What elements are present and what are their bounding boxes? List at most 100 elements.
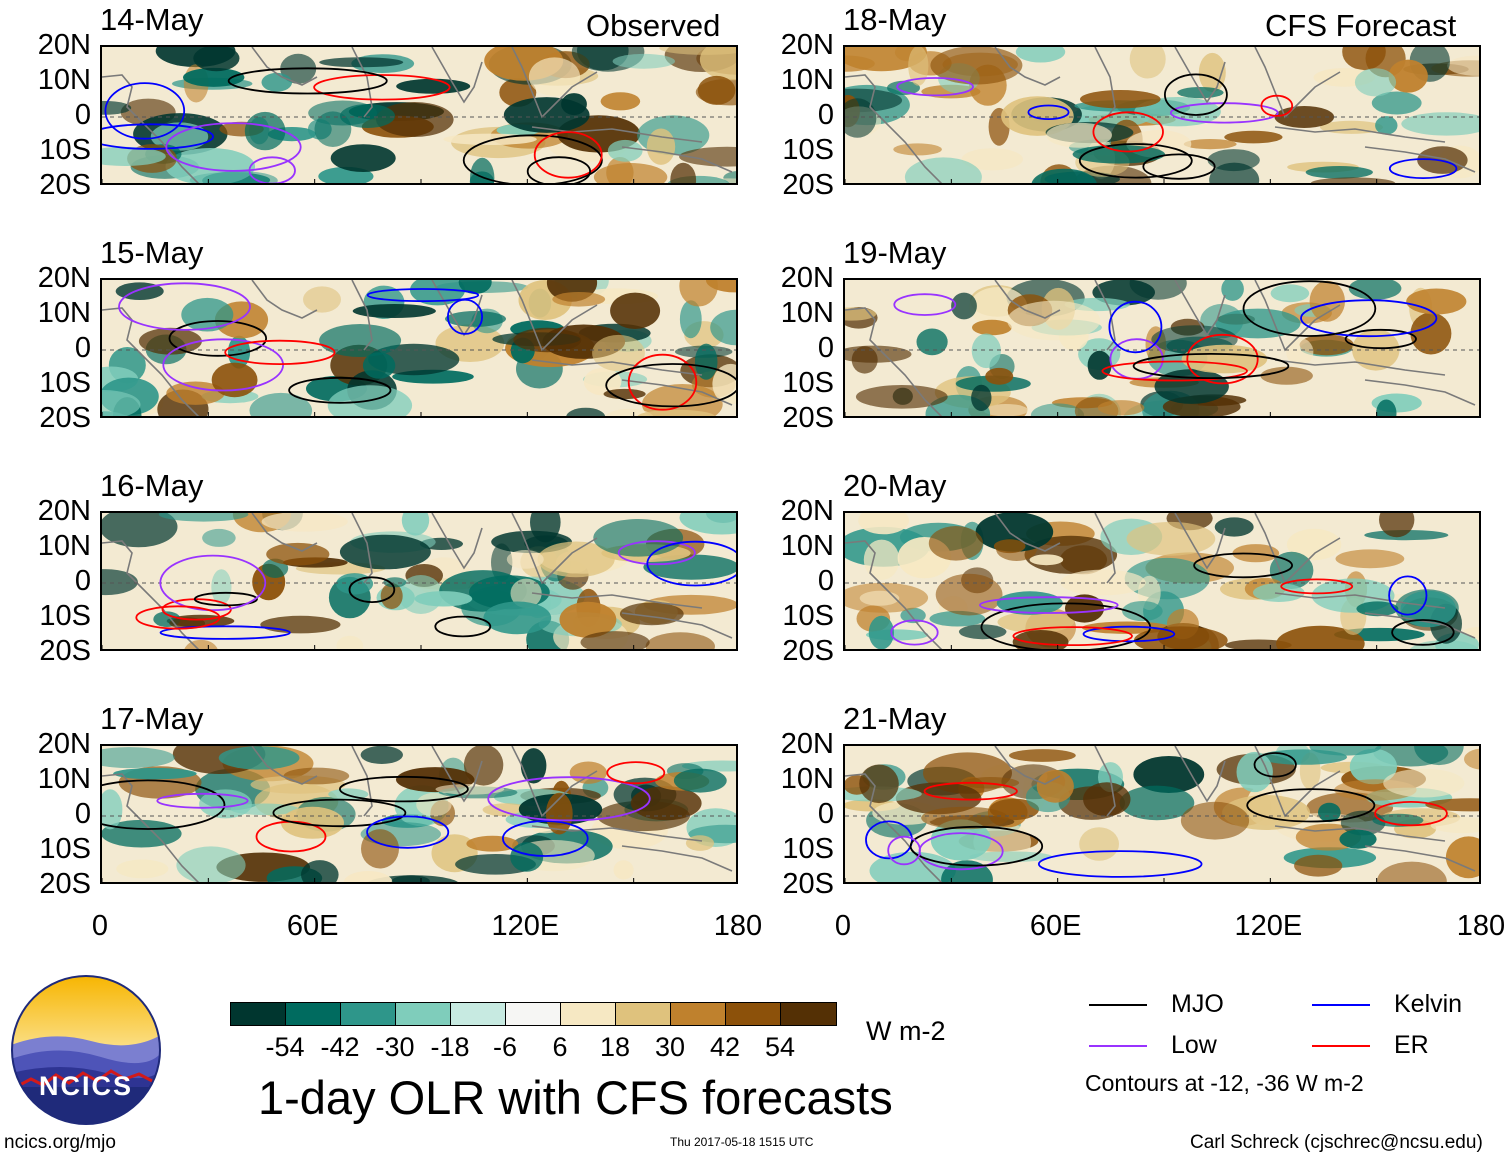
latitude-label: 0 bbox=[74, 99, 91, 131]
low-contour bbox=[890, 619, 939, 646]
colorbar-tick-label: -6 bbox=[492, 1032, 518, 1062]
kelvin-contour bbox=[159, 625, 291, 640]
footer-url[interactable]: ncics.org/mjo bbox=[4, 1132, 116, 1153]
longitude-label: 0 bbox=[834, 910, 852, 942]
latitude-label: 10S bbox=[782, 833, 834, 865]
latitude-label: 10N bbox=[780, 297, 834, 329]
mjo-contour bbox=[1253, 752, 1297, 778]
footer-credit: Carl Schreck (cjschrec@ncsu.edu) bbox=[1190, 1132, 1483, 1153]
latitude-label: 10S bbox=[39, 367, 91, 399]
legend-label-low: Low bbox=[1171, 1031, 1217, 1059]
colorbar-swatch bbox=[671, 1003, 726, 1025]
mjo-contour bbox=[1391, 619, 1455, 646]
colorbar-swatch bbox=[561, 1003, 616, 1025]
latitude-label: 0 bbox=[74, 798, 91, 830]
kelvin-contour bbox=[1300, 299, 1438, 338]
latitude-label: 20N bbox=[37, 262, 91, 294]
er-contour bbox=[1280, 578, 1354, 595]
mjo-contour bbox=[1163, 73, 1228, 116]
latitude-label: 10N bbox=[780, 530, 834, 562]
latitude-label: 20N bbox=[37, 29, 91, 61]
latitude-label: 10S bbox=[39, 600, 91, 632]
er-contour bbox=[1101, 360, 1248, 382]
olr-anomaly-field bbox=[102, 746, 736, 882]
legend-line-er bbox=[1312, 1044, 1370, 1047]
mjo-contour bbox=[909, 825, 1044, 867]
latitude-label: 10N bbox=[780, 64, 834, 96]
latitude-label: 10S bbox=[39, 134, 91, 166]
mjo-contour bbox=[1344, 328, 1417, 350]
legend-line-kelvin bbox=[1312, 1003, 1370, 1006]
latitude-label: 0 bbox=[74, 565, 91, 597]
er-contour bbox=[627, 353, 698, 411]
panel-date-label: 16-May bbox=[100, 468, 204, 503]
olr-anomaly-field bbox=[845, 513, 1479, 649]
mjo-contour bbox=[348, 576, 396, 603]
olr-anomaly-field bbox=[102, 280, 736, 416]
colorbar bbox=[230, 1002, 837, 1026]
latitude-label: 10S bbox=[782, 367, 834, 399]
latitude-label: 20N bbox=[780, 495, 834, 527]
colorbar-swatch bbox=[451, 1003, 506, 1025]
kelvin-contour bbox=[366, 288, 480, 303]
latitude-label: 20S bbox=[782, 635, 834, 667]
low-contour bbox=[165, 122, 302, 172]
er-contour bbox=[1374, 800, 1448, 827]
colorbar-tick-label: -30 bbox=[375, 1032, 415, 1062]
mjo-contour bbox=[272, 798, 407, 828]
mjo-contour bbox=[1132, 353, 1290, 380]
latitude-label: 20N bbox=[780, 262, 834, 294]
mjo-contour bbox=[1142, 153, 1216, 180]
colorbar-tick-label: -18 bbox=[430, 1032, 470, 1062]
latitude-label: 20S bbox=[782, 402, 834, 434]
mjo-contour bbox=[288, 376, 392, 404]
olr-anomaly-field bbox=[102, 513, 736, 649]
colorbar-units: W m-2 bbox=[866, 1016, 946, 1046]
kelvin-contour bbox=[1388, 575, 1428, 616]
mjo-contour bbox=[193, 591, 258, 607]
mjo-contour bbox=[1078, 143, 1193, 179]
latitude-label: 20S bbox=[39, 402, 91, 434]
colorbar-swatch bbox=[231, 1003, 286, 1025]
low-contour bbox=[617, 540, 696, 566]
er-contour bbox=[135, 605, 221, 630]
latitude-label: 10N bbox=[780, 763, 834, 795]
legend-line-low bbox=[1089, 1044, 1147, 1047]
map-panel bbox=[843, 511, 1481, 651]
kelvin-contour bbox=[366, 815, 450, 849]
mjo-contour bbox=[168, 320, 267, 357]
er-contour bbox=[1012, 626, 1133, 646]
low-contour bbox=[118, 282, 251, 331]
kelvin-contour bbox=[865, 820, 913, 860]
map-panel bbox=[100, 744, 738, 884]
panel-date-label: 19-May bbox=[843, 235, 947, 270]
kelvin-contour bbox=[646, 540, 736, 587]
legend-item-kelvin: Kelvin bbox=[1312, 990, 1462, 1019]
er-contour bbox=[923, 781, 1018, 801]
mjo-contour bbox=[605, 363, 736, 408]
panel-date-label: 17-May bbox=[100, 701, 204, 736]
colorbar-tick-label: 54 bbox=[764, 1032, 796, 1062]
latitude-label: 20S bbox=[39, 868, 91, 900]
logo-text: NCICS bbox=[38, 1071, 133, 1101]
colorbar-swatch bbox=[616, 1003, 671, 1025]
colorbar-tick-label: 30 bbox=[654, 1032, 686, 1062]
olr-anomaly-field bbox=[845, 47, 1479, 183]
legend-line-mjo bbox=[1089, 1003, 1147, 1006]
latitude-label: 20N bbox=[780, 728, 834, 760]
mjo-contour bbox=[338, 775, 469, 803]
footer-timestamp: Thu 2017-05-18 1515 UTC bbox=[670, 1135, 814, 1149]
panel-date-label: 20-May bbox=[843, 468, 947, 503]
legend-item-er: ER bbox=[1312, 1031, 1429, 1060]
ncics-logo-icon bbox=[11, 975, 161, 1125]
mjo-contour bbox=[227, 67, 388, 95]
latitude-label: 0 bbox=[817, 798, 834, 830]
longitude-label: 60E bbox=[1029, 910, 1082, 942]
er-contour bbox=[1186, 333, 1259, 385]
latitude-label: 20N bbox=[780, 29, 834, 61]
latitude-label: 20N bbox=[37, 728, 91, 760]
legend-item-low: Low bbox=[1089, 1031, 1217, 1060]
main-title: 1-day OLR with CFS forecasts bbox=[258, 1071, 893, 1124]
colorbar-swatch bbox=[781, 1003, 836, 1025]
contour-note: Contours at -12, -36 W m-2 bbox=[1085, 1070, 1364, 1096]
